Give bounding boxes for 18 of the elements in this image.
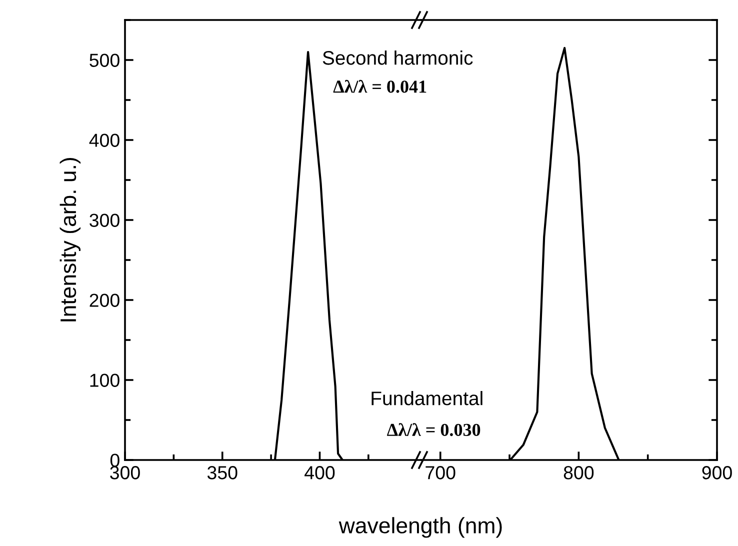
y-tick-label: 100 — [90, 374, 120, 387]
y-tick-label: 300 — [90, 214, 120, 227]
legend-label: Second harmonic — [322, 50, 473, 65]
x-tick-label: 400 — [304, 466, 335, 480]
x-tick-label: 800 — [564, 466, 594, 480]
annotation: Δλ/λ = 0.030 — [387, 423, 480, 436]
annotation: Δλ/λ = 0.041 — [333, 80, 426, 93]
x-tick-label: 300 — [110, 466, 140, 480]
y-tick-label: 0 — [110, 454, 120, 467]
x-tick-label: 700 — [426, 466, 456, 480]
y-tick-label: 200 — [90, 294, 120, 307]
y-tick-label: 500 — [90, 54, 120, 67]
x-tick-label: 350 — [207, 466, 238, 480]
y-axis-title: Intensity (arb. u.) — [60, 158, 81, 322]
x-axis-title: wavelength (nm) — [338, 517, 502, 538]
text: Fundamental — [372, 390, 482, 406]
x-tick-label: 900 — [702, 466, 732, 480]
y-tick-label: 400 — [89, 134, 120, 147]
